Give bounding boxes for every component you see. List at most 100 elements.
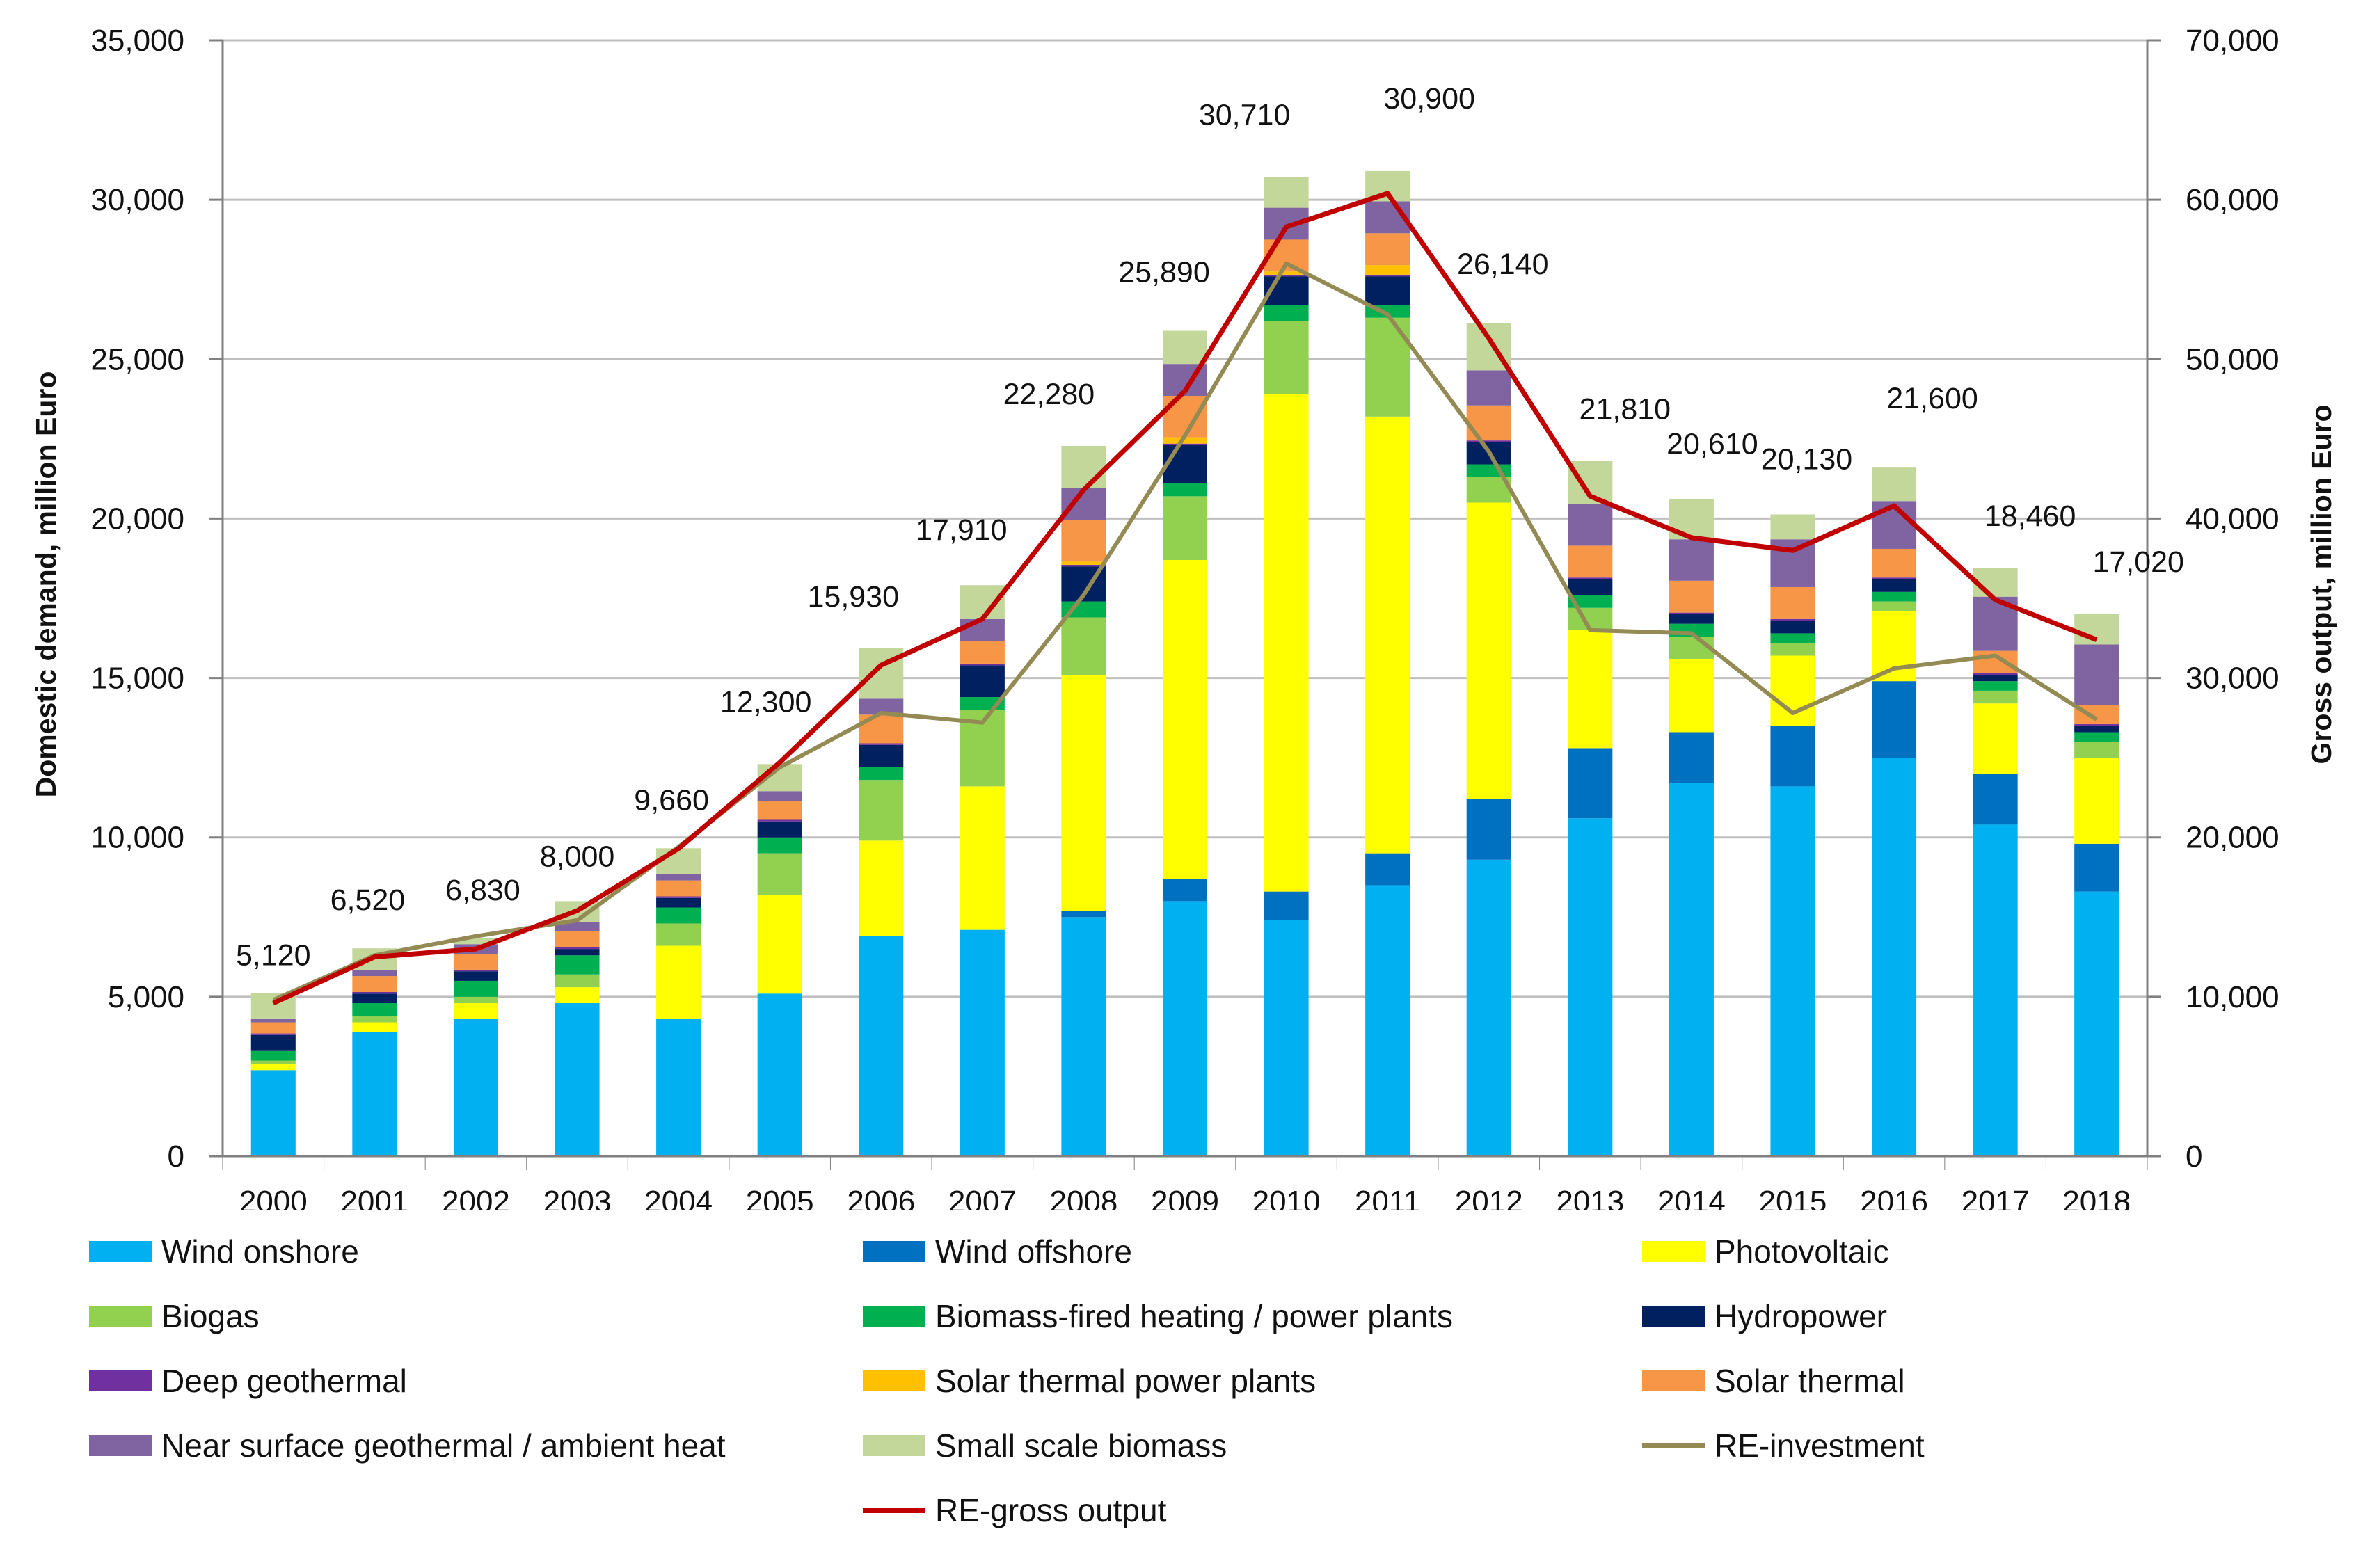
bar-segment	[453, 996, 498, 1004]
bar-segment	[2074, 891, 2119, 1156]
bar-segment	[1365, 233, 1410, 266]
y2-tick-label: 40,000	[2186, 502, 2280, 536]
bar-segment	[757, 895, 802, 994]
bar-segment	[1466, 859, 1511, 1156]
bar-segment	[1061, 617, 1106, 675]
bar-segment	[2074, 843, 2119, 892]
y-tick-label: 5,000	[108, 980, 184, 1014]
data-label: 25,890	[1118, 255, 1210, 289]
bar-segment	[1466, 405, 1511, 441]
legend-swatch	[1642, 1370, 1705, 1391]
bar-segment	[1973, 824, 2018, 1156]
bar-segment	[1061, 911, 1106, 918]
legend-swatch	[1642, 1306, 1705, 1327]
bar-segment	[453, 953, 498, 970]
y2-axis-title: Gross output, million Euro	[2305, 404, 2337, 764]
data-label: 21,600	[1886, 382, 1978, 415]
legend-label: Biogas	[161, 1298, 260, 1334]
bar-segment	[1669, 580, 1714, 613]
bar-segment	[859, 744, 904, 767]
legend-item: Deep geothermal	[89, 1362, 407, 1400]
y2-tick-label: 60,000	[2186, 183, 2280, 217]
data-label: 30,900	[1383, 82, 1475, 115]
bar-segment	[1669, 659, 1714, 733]
y-tick-label: 10,000	[90, 821, 184, 855]
bar-segment	[656, 880, 701, 897]
data-label: 30,710	[1199, 99, 1291, 132]
bar-segment	[757, 819, 802, 822]
bar-segment	[352, 991, 397, 994]
bar-segment	[1264, 177, 1309, 208]
bar-segment	[250, 1018, 296, 1023]
data-label: 12,300	[720, 685, 812, 719]
y2-tick-label: 50,000	[2186, 342, 2280, 376]
x-tick-label: 2007	[948, 1185, 1017, 1210]
bar-segment	[1669, 539, 1714, 581]
bar-segment	[1568, 630, 1613, 749]
legend-label: Deep geothermal	[161, 1363, 407, 1399]
bar-segment	[859, 936, 904, 1156]
data-label: 22,280	[1003, 378, 1095, 411]
series-lines	[272, 191, 2098, 1006]
bar-segment	[555, 931, 600, 947]
bar-segment	[1669, 732, 1714, 783]
bar-segment	[1568, 577, 1613, 579]
bar-segment	[1061, 445, 1106, 488]
data-label: 17,910	[916, 513, 1008, 547]
x-tick-label: 2012	[1455, 1185, 1523, 1210]
bar-segment	[1770, 621, 1815, 634]
legend-label: Hydropower	[1714, 1298, 1887, 1334]
bar-segment	[1162, 437, 1208, 444]
bar-segment	[352, 1003, 397, 1016]
bar-segment	[859, 767, 904, 781]
data-label: 8,000	[540, 840, 615, 873]
x-tick-label: 2005	[746, 1185, 814, 1210]
series-line	[272, 261, 2098, 1002]
x-tick-label: 2013	[1556, 1185, 1624, 1210]
bar-segment	[1365, 853, 1410, 886]
x-tick-label: 2004	[644, 1185, 713, 1210]
legend-item: Small scale biomass	[863, 1427, 1227, 1464]
bar-segment	[453, 969, 498, 972]
legend-item: RE-gross output	[863, 1491, 1166, 1529]
x-tick-label: 2009	[1151, 1185, 1219, 1210]
legend-label: Biomass-fired heating / power plants	[935, 1298, 1454, 1334]
bar-segment	[960, 929, 1005, 1156]
bar-segment	[1365, 885, 1410, 1156]
bar-segment	[1162, 443, 1208, 446]
bar-segment	[1973, 681, 2018, 691]
y2-tick-label: 10,000	[2186, 980, 2280, 1014]
bar-segment	[1669, 636, 1714, 659]
bar-segment	[453, 1003, 498, 1019]
x-tick-label: 2010	[1252, 1185, 1321, 1210]
legend-swatch	[1642, 1443, 1705, 1448]
legend-swatch	[863, 1507, 925, 1513]
legend-label: Small scale biomass	[935, 1427, 1227, 1464]
bar-segment	[250, 1070, 296, 1156]
bar-segment	[656, 907, 701, 924]
bar-segment	[2074, 613, 2119, 645]
bar-segment	[1973, 774, 2018, 825]
bar-segment	[555, 922, 600, 931]
bar-segment	[757, 791, 802, 801]
bar-segment	[1162, 901, 1208, 1156]
bar-segment	[1669, 614, 1714, 624]
bar-segment	[1973, 703, 2018, 774]
data-label: 5,120	[236, 938, 311, 972]
x-tick-label: 2001	[340, 1185, 408, 1210]
bar-segment	[859, 840, 904, 936]
bar-segment	[960, 663, 1005, 666]
bar-segment	[1264, 274, 1309, 277]
bar-segment	[555, 1003, 600, 1156]
legend-label: RE-investment	[1714, 1427, 1925, 1464]
bar-segment	[1568, 748, 1613, 819]
y-tick-label: 0	[168, 1139, 184, 1174]
bar-segment	[1770, 633, 1815, 643]
bar-segment	[1770, 586, 1815, 619]
x-tick-label: 2018	[2062, 1185, 2131, 1210]
legend-swatch	[89, 1241, 152, 1262]
bar-segment	[656, 1018, 701, 1156]
bar-segment	[1568, 595, 1613, 608]
bar-segment	[656, 848, 701, 874]
bar-segment	[2074, 742, 2119, 758]
